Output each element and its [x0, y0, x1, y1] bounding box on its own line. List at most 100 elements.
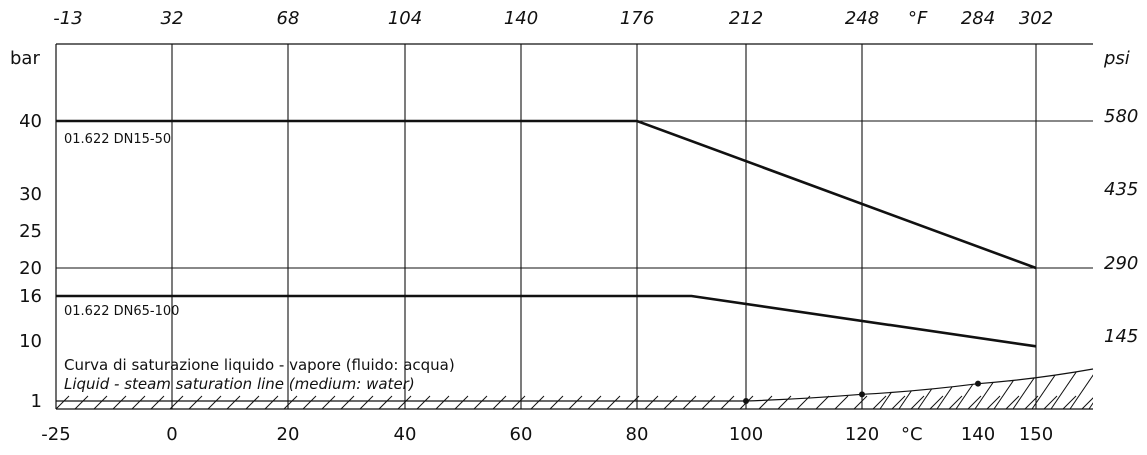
celsius-tick-labels: -25 0 20 40 60 80 100 120 140 150 [41, 424, 1053, 445]
hatch-stroke [473, 395, 488, 409]
celsius-tick-label: 150 [1019, 424, 1053, 445]
psi-tick-label: 290 [1104, 253, 1138, 274]
hatch-band [56, 395, 1093, 409]
hatch-stroke [93, 395, 108, 409]
fahrenheit-tick-label: 284 [961, 8, 995, 29]
hatch-stroke [1088, 369, 1093, 409]
hatch-stroke [777, 395, 792, 409]
hatch-stroke [549, 395, 564, 409]
celsius-tick-label: 0 [166, 424, 177, 445]
hatch-stroke [112, 395, 127, 409]
hatch-stroke [682, 395, 697, 409]
fahrenheit-tick-label: 302 [1019, 8, 1053, 29]
fahrenheit-tick-label: 176 [620, 8, 654, 29]
series-line [56, 294, 1037, 348]
bar-tick-labels: 1 10 16 20 25 30 40 [19, 111, 42, 412]
hatch-stroke [872, 395, 887, 409]
saturation-marker [743, 398, 749, 404]
hatch-stroke [207, 395, 222, 409]
fahrenheit-tick-labels: -13 32 68 104 140 176 212 248 284 302 [53, 8, 1053, 29]
hatch-stroke [1062, 395, 1077, 409]
celsius-tick-label: 120 [845, 424, 879, 445]
hatch-stroke [663, 395, 678, 409]
psi-tick-label: 435 [1104, 179, 1138, 200]
hatch-stroke [917, 369, 949, 409]
horizontal-gridlines [56, 120, 1093, 269]
hatch-stroke [56, 395, 70, 409]
hatch-stroke [454, 395, 469, 409]
saturation-note-it: Curva di saturazione liquido - vapore (f… [64, 356, 455, 374]
hatch-stroke [993, 369, 1025, 409]
hatch-stroke [321, 395, 336, 409]
hatch-stroke [150, 395, 165, 409]
hatch-stroke [701, 395, 716, 409]
series-lines: 01.622 DN15-50 01.622 DN65-100 [56, 119, 1037, 348]
hatch-stroke [435, 395, 450, 409]
hatch-stroke [720, 395, 735, 409]
hatch-stroke [378, 395, 393, 409]
series-label: 01.622 DN65-100 [64, 304, 179, 319]
psi-unit-label: psi [1103, 48, 1130, 69]
hatch-stroke [879, 369, 911, 409]
fahrenheit-unit-label: °F [908, 8, 928, 29]
hatch-stroke [1108, 365, 1138, 409]
hatch-stroke [955, 369, 987, 409]
hatch-stroke [898, 369, 930, 409]
hatch-stroke [188, 395, 203, 409]
psi-tick-labels: 580 435 290 145 [1104, 106, 1138, 347]
hatch-stroke [1005, 395, 1020, 409]
bar-tick-label: 10 [19, 331, 42, 352]
celsius-tick-label: -25 [41, 424, 70, 445]
bar-tick-label: 40 [19, 111, 42, 132]
bar-tick-label: 16 [19, 286, 42, 307]
hatch-stroke [834, 395, 849, 409]
vertical-gridlines [171, 44, 1037, 409]
hatch-stroke [910, 395, 925, 409]
hatch-stroke [74, 395, 89, 409]
hatch-stroke [948, 395, 963, 409]
bar-tick-label: 20 [19, 258, 42, 279]
bar-unit-label: bar [10, 48, 40, 69]
hatch-stroke [169, 395, 184, 409]
hatch-stroke [245, 395, 260, 409]
hatch-stroke [397, 395, 412, 409]
hatch-stroke [1043, 395, 1058, 409]
series-label: 01.622 DN15-50 [64, 132, 171, 147]
hatch-stroke [815, 395, 830, 409]
psi-tick-label: 580 [1104, 106, 1138, 127]
hatch-stroke [587, 395, 602, 409]
hatch-stroke [625, 395, 640, 409]
celsius-tick-label: 80 [626, 424, 649, 445]
hatch-stroke [891, 395, 906, 409]
hatch-stroke [853, 395, 868, 409]
hatch-stroke [1012, 369, 1044, 409]
celsius-tick-label: 40 [394, 424, 417, 445]
fahrenheit-tick-label: 248 [845, 8, 879, 29]
fahrenheit-tick-label: 140 [504, 8, 538, 29]
fahrenheit-tick-label: -13 [53, 8, 82, 29]
hatch-stroke [511, 395, 526, 409]
hatch-stroke [131, 395, 146, 409]
hatch-stroke [1081, 397, 1093, 409]
hatch-stroke [416, 395, 431, 409]
hatch-stroke [283, 395, 298, 409]
hatch-stroke [340, 395, 355, 409]
celsius-tick-label: 100 [729, 424, 763, 445]
celsius-tick-label: 20 [277, 424, 300, 445]
hatch-stroke [967, 395, 982, 409]
hatch-stroke [986, 395, 1001, 409]
hatch-stroke [302, 395, 317, 409]
hatch-stroke [1069, 369, 1093, 409]
hatch-stroke [568, 395, 583, 409]
saturation-line [56, 368, 1094, 402]
hatch-stroke [359, 395, 374, 409]
hatch-stroke [492, 395, 507, 409]
celsius-tick-label: 60 [510, 424, 533, 445]
hatch-stroke [530, 395, 545, 409]
fahrenheit-tick-label: 68 [277, 8, 300, 29]
hatch-wedge [879, 365, 1138, 409]
hatch-stroke [606, 395, 621, 409]
bar-tick-label: 30 [19, 184, 42, 205]
hatch-stroke [264, 395, 279, 409]
